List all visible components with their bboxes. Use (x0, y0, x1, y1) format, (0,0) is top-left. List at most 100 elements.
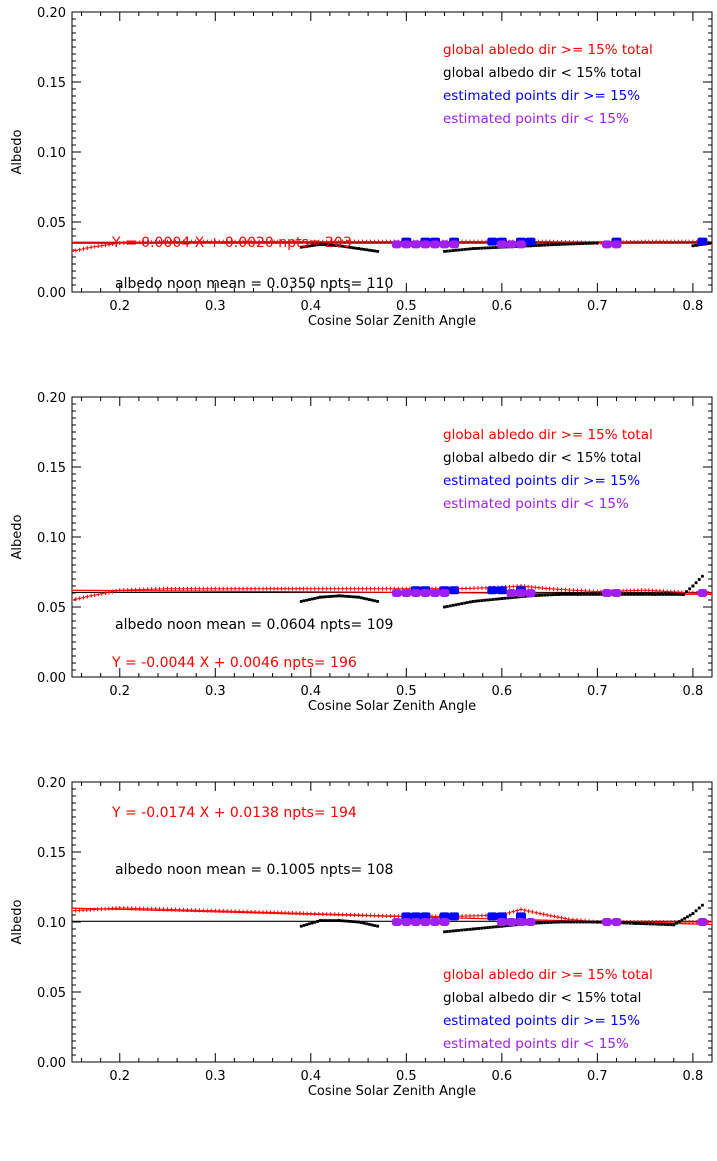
red-point (110, 242, 115, 247)
red-point (125, 906, 130, 911)
red-point (229, 239, 234, 244)
fit-equation-text: Y = -0.0044 X + 0.0046 npts= 196 (111, 655, 357, 671)
black-point (338, 919, 341, 922)
red-point (229, 586, 234, 591)
red-point (205, 586, 210, 591)
red-point (257, 910, 262, 915)
red-point (566, 917, 571, 922)
red-point (110, 589, 115, 594)
red-point (464, 586, 469, 591)
black-point (316, 596, 320, 600)
black-point (494, 925, 498, 929)
red-point (665, 589, 670, 594)
legend-entry: estimated points dir >= 15% (443, 473, 640, 489)
red-point (360, 239, 365, 244)
red-point (103, 591, 108, 595)
x-axis-title: Cosine Solar Zenith Angle (308, 1084, 476, 1099)
red-point (201, 239, 206, 244)
red-point (177, 907, 182, 912)
black-point (680, 918, 684, 922)
red-point (153, 239, 158, 244)
black-point (526, 244, 530, 248)
red-point (372, 913, 377, 918)
black-point (365, 248, 369, 252)
x-axis-title: Cosine Solar Zenith Angle (308, 314, 476, 329)
red-point (483, 913, 488, 918)
red-point (99, 591, 104, 596)
red-point (107, 590, 112, 595)
black-point (362, 921, 366, 925)
red-point (149, 240, 154, 245)
y-tick-label: 0.15 (37, 846, 66, 861)
black-point (640, 922, 643, 926)
red-point (541, 912, 546, 917)
black-point (549, 921, 552, 924)
black-point (324, 243, 328, 247)
black-point (446, 930, 449, 933)
red-point (221, 239, 226, 244)
black-point (488, 246, 492, 250)
black-point (543, 243, 547, 247)
black-point (376, 924, 380, 928)
red-point (654, 239, 659, 244)
black-point (576, 593, 580, 596)
red-point (475, 586, 480, 591)
red-point (571, 588, 576, 593)
black-point (578, 920, 582, 924)
red-point (543, 239, 548, 244)
red-point (368, 913, 373, 918)
black-point (622, 921, 626, 925)
red-point (320, 586, 325, 591)
black-point (560, 242, 564, 246)
red-point (471, 586, 476, 591)
black-point (635, 593, 639, 596)
red-point (507, 910, 512, 915)
purple-point (697, 918, 708, 926)
red-point (507, 584, 512, 589)
red-point (348, 912, 353, 917)
black-point (299, 924, 303, 928)
black-point (626, 593, 630, 596)
black-point (554, 593, 558, 596)
y-axis-title: Albedo (10, 514, 25, 559)
black-point (332, 919, 336, 922)
red-point (643, 588, 648, 593)
black-point (327, 919, 330, 922)
red-point (356, 239, 361, 244)
red-point (483, 239, 488, 244)
red-point (433, 914, 438, 919)
blue-point (487, 912, 498, 921)
red-point (579, 588, 584, 593)
red-point (324, 239, 329, 244)
red-point (475, 239, 480, 244)
black-point (707, 242, 711, 245)
black-point (357, 247, 360, 250)
red-point (193, 908, 198, 913)
red-point (189, 586, 194, 591)
red-point (372, 586, 377, 591)
red-point (460, 586, 465, 591)
red-point (324, 586, 329, 591)
red-point (165, 586, 170, 591)
black-point (650, 593, 654, 596)
red-point (165, 239, 170, 244)
red-point (621, 240, 626, 245)
red-point (137, 906, 142, 911)
black-point (549, 243, 552, 247)
black-point (667, 593, 671, 596)
black-point (373, 924, 377, 927)
x-tick-label: 0.3 (205, 299, 226, 314)
red-point (301, 239, 306, 244)
red-point (261, 239, 266, 244)
black-point (575, 920, 579, 924)
red-point (197, 908, 202, 913)
red-point (511, 909, 516, 914)
red-point (710, 591, 712, 595)
red-point (145, 587, 150, 592)
purple-point (525, 589, 536, 597)
red-point (632, 588, 637, 593)
red-point (676, 239, 681, 244)
red-point (249, 909, 254, 914)
red-point (89, 593, 94, 598)
